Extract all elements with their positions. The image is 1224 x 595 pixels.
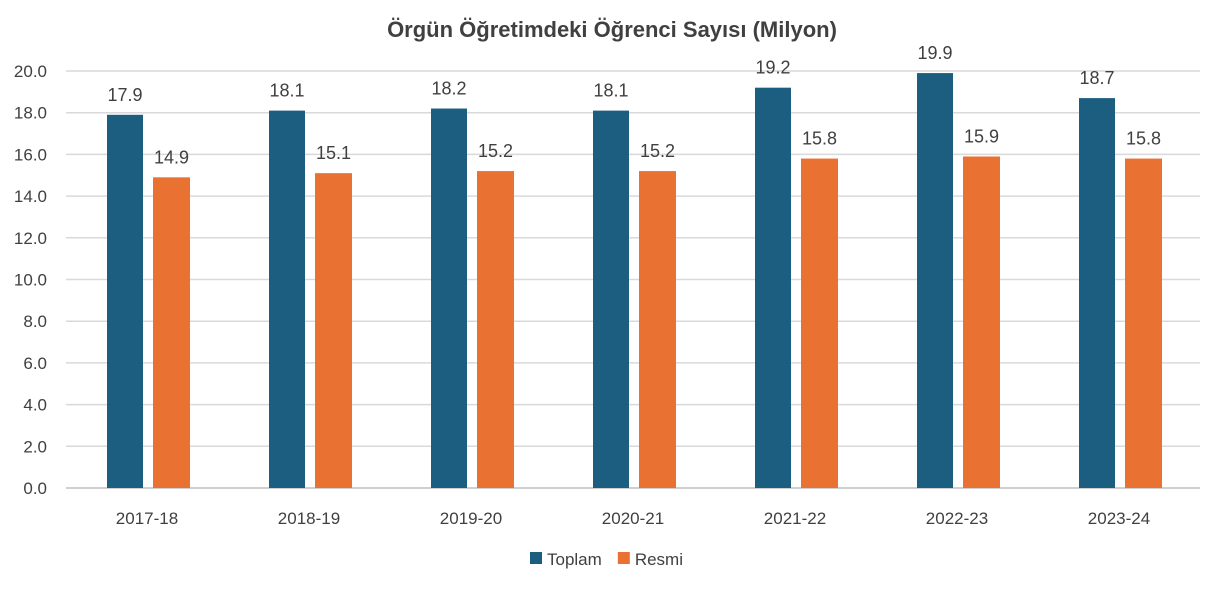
y-tick-label: 16.0 xyxy=(14,145,47,164)
bar-toplam xyxy=(269,110,305,489)
y-tick-label: 10.0 xyxy=(14,271,47,290)
x-tick-label: 2021-22 xyxy=(764,509,826,528)
y-tick-label: 4.0 xyxy=(23,396,47,415)
y-tick-label: 6.0 xyxy=(23,354,47,373)
y-tick-label: 12.0 xyxy=(14,229,47,248)
y-tick-label: 18.0 xyxy=(14,104,47,123)
legend-label: Toplam xyxy=(547,550,602,569)
data-label: 18.7 xyxy=(1079,68,1114,88)
data-label: 17.9 xyxy=(107,85,142,105)
bar-resmi xyxy=(153,177,190,488)
data-label: 15.8 xyxy=(1126,129,1161,149)
y-tick-label: 14.0 xyxy=(14,187,47,206)
bar-toplam xyxy=(1079,98,1115,488)
data-label: 15.2 xyxy=(478,141,513,161)
x-tick-label: 2017-18 xyxy=(116,509,178,528)
bar-resmi xyxy=(801,158,838,488)
bar-toplam xyxy=(107,114,143,488)
y-tick-label: 0.0 xyxy=(23,479,47,498)
chart-title: Örgün Öğretimdeki Öğrenci Sayısı (Milyon… xyxy=(387,17,837,42)
bar-resmi xyxy=(477,171,514,488)
data-label: 18.2 xyxy=(431,79,466,99)
bar-resmi xyxy=(639,171,676,488)
x-tick-label: 2018-19 xyxy=(278,509,340,528)
x-tick-label: 2019-20 xyxy=(440,509,502,528)
data-label: 18.1 xyxy=(593,81,628,101)
bar-resmi xyxy=(315,173,352,489)
legend: Toplam Resmi xyxy=(530,550,683,569)
bar-toplam xyxy=(917,73,953,489)
data-label: 14.9 xyxy=(154,147,189,167)
y-tick-label: 20.0 xyxy=(14,62,47,81)
data-label: 19.2 xyxy=(755,58,790,78)
legend-swatch-resmi xyxy=(617,552,630,564)
y-tick-label: 8.0 xyxy=(23,312,47,331)
data-label: 15.1 xyxy=(316,143,351,163)
data-label: 15.8 xyxy=(802,129,837,149)
legend-label: Resmi xyxy=(635,550,683,569)
data-label: 19.9 xyxy=(917,43,952,63)
legend-swatch-toplam xyxy=(530,552,542,564)
y-tick-label: 2.0 xyxy=(23,437,47,456)
data-label: 18.1 xyxy=(269,81,304,101)
bar-resmi xyxy=(1125,158,1162,488)
x-tick-label: 2020-21 xyxy=(602,509,664,528)
data-label: 15.9 xyxy=(964,126,999,146)
bar-toplam xyxy=(755,87,791,489)
x-tick-label: 2023-24 xyxy=(1088,509,1150,528)
bar-resmi xyxy=(963,156,1000,489)
data-label: 15.2 xyxy=(640,141,675,161)
x-tick-label: 2022-23 xyxy=(926,509,988,528)
bar-toplam xyxy=(431,108,467,488)
bar-toplam xyxy=(593,110,629,489)
